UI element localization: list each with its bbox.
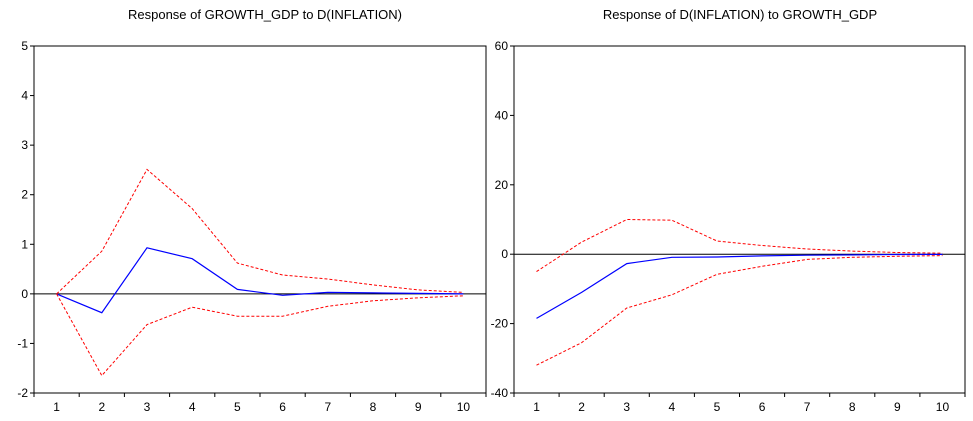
x-tick-label: 1 bbox=[533, 400, 540, 414]
confidence-band-line bbox=[56, 293, 464, 377]
y-tick-label: -20 bbox=[491, 317, 509, 331]
x-tick-label: 5 bbox=[714, 400, 721, 414]
chart-title: Response of GROWTH_GDP to D(INFLATION) bbox=[128, 7, 402, 22]
y-tick-label: -2 bbox=[17, 386, 28, 400]
x-tick-label: 4 bbox=[189, 400, 196, 414]
x-tick-label: 6 bbox=[279, 400, 286, 414]
confidence-band-line bbox=[536, 218, 943, 273]
y-tick-label: 5 bbox=[21, 39, 28, 53]
y-tick-label: -1 bbox=[17, 336, 28, 350]
y-tick-label: 60 bbox=[495, 39, 509, 53]
x-tick-label: 2 bbox=[578, 400, 585, 414]
y-tick-label: 0 bbox=[501, 247, 508, 261]
response-line bbox=[536, 253, 943, 319]
x-tick-label: 9 bbox=[415, 400, 422, 414]
chart-title: Response of D(INFLATION) to GROWTH_GDP bbox=[603, 7, 877, 22]
y-tick-label: 1 bbox=[21, 237, 28, 251]
x-tick-label: 2 bbox=[98, 400, 105, 414]
y-tick-label: 3 bbox=[21, 138, 28, 152]
confidence-band-line bbox=[536, 255, 943, 366]
x-tick-label: 7 bbox=[324, 400, 331, 414]
x-tick-label: 3 bbox=[623, 400, 630, 414]
y-tick-label: 2 bbox=[21, 188, 28, 202]
chart-panel-1: Response of GROWTH_GDP to D(INFLATION) -2… bbox=[17, 7, 487, 414]
x-tick-label: 10 bbox=[457, 400, 471, 414]
x-tick-label: 10 bbox=[936, 400, 950, 414]
response-line bbox=[56, 247, 464, 314]
plot-frame bbox=[33, 45, 487, 394]
chart-panel-2: Response of D(INFLATION) to GROWTH_GDP -4… bbox=[491, 7, 966, 414]
y-tick-label: -40 bbox=[491, 386, 509, 400]
x-tick-label: 3 bbox=[144, 400, 151, 414]
x-tick-label: 1 bbox=[53, 400, 60, 414]
confidence-band-line bbox=[56, 168, 464, 295]
y-tick-label: 0 bbox=[21, 287, 28, 301]
plot-frame bbox=[513, 45, 966, 394]
y-tick-label: 40 bbox=[495, 108, 509, 122]
x-tick-label: 8 bbox=[849, 400, 856, 414]
x-tick-label: 9 bbox=[894, 400, 901, 414]
y-tick-label: 20 bbox=[495, 178, 509, 192]
x-tick-label: 7 bbox=[804, 400, 811, 414]
x-tick-label: 6 bbox=[759, 400, 766, 414]
x-tick-label: 4 bbox=[669, 400, 676, 414]
y-tick-label: 4 bbox=[21, 89, 28, 103]
x-tick-label: 5 bbox=[234, 400, 241, 414]
x-tick-label: 8 bbox=[370, 400, 377, 414]
